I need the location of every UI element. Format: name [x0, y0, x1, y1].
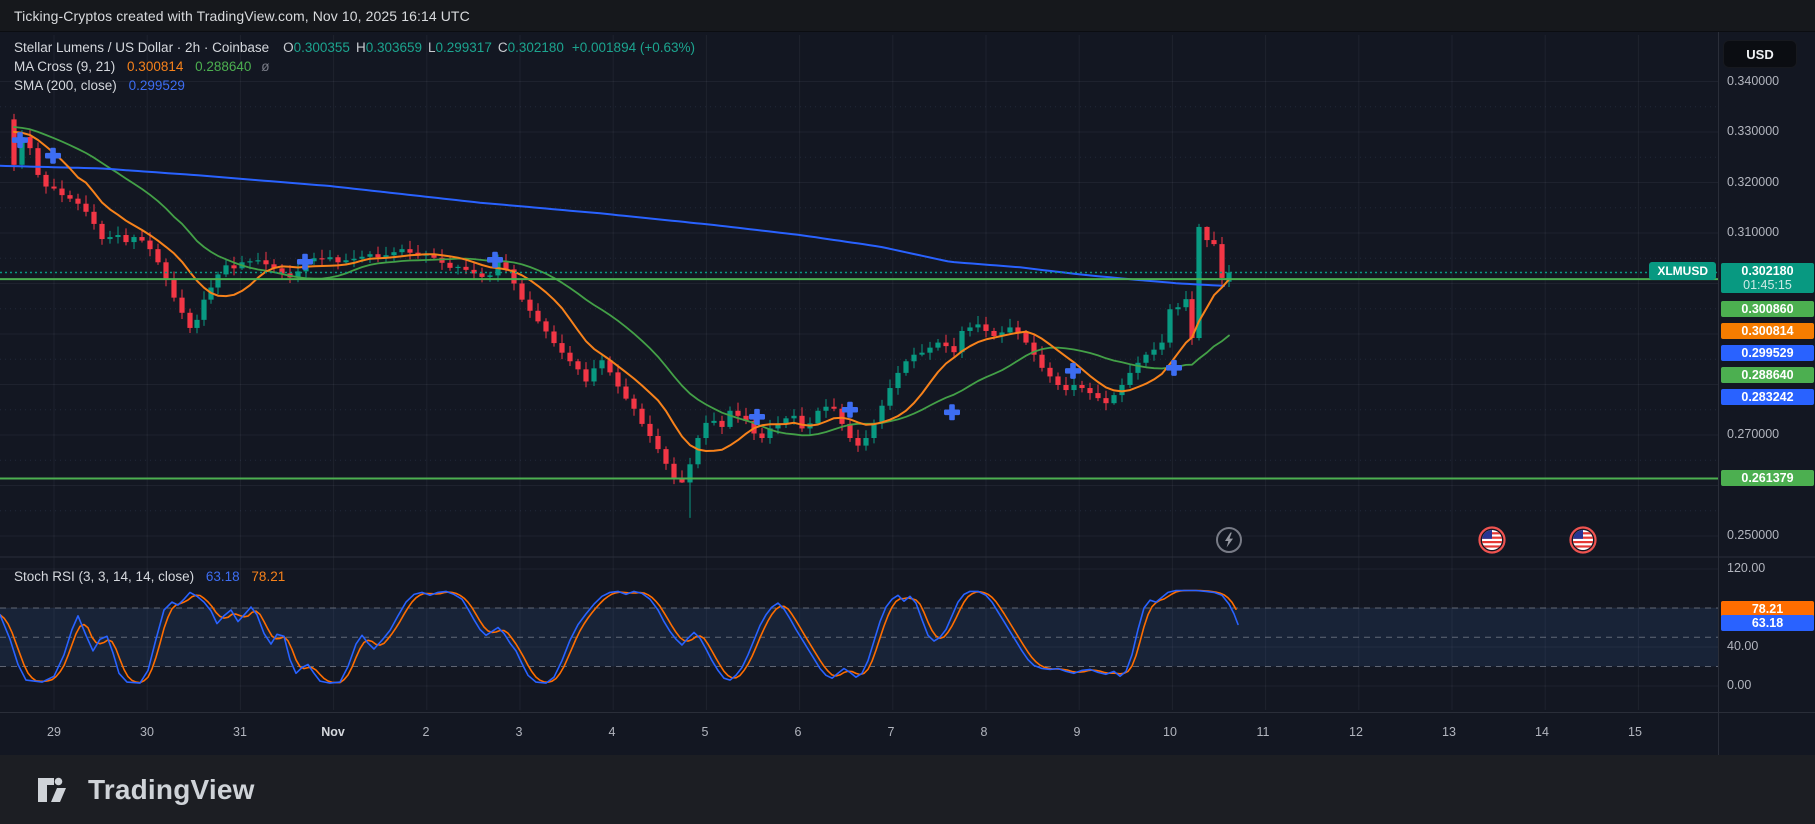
close-value: 0.302180: [507, 40, 564, 55]
indicator-price-label: 0.300860: [1721, 301, 1814, 318]
indicator-price-label: 0.299529: [1721, 345, 1814, 362]
stoch-k-line: [0, 589, 1239, 684]
time-tick-7: 7: [887, 725, 895, 739]
time-tick-11: 11: [1256, 725, 1270, 739]
price-tick: 0.340000: [1727, 73, 1780, 88]
horizontal-level-lines[interactable]: [0, 278, 1718, 480]
stoch-value-label: 63.18: [1721, 615, 1814, 632]
time-tick-15: 15: [1628, 725, 1642, 739]
price-tick: 0.270000: [1727, 427, 1780, 441]
price-tick: 0.310000: [1727, 225, 1780, 239]
chart-legend[interactable]: Stellar Lumens / US Dollar · 2h · Coinba…: [14, 39, 695, 96]
sma-legend-row[interactable]: SMA (200, close) 0.299529: [14, 77, 695, 95]
time-tick-8: 8: [980, 725, 988, 739]
time-tick-9: 9: [1073, 725, 1081, 739]
stoch-value-label: 78.21: [1721, 600, 1814, 617]
low-value: 0.299317: [435, 40, 492, 55]
time-tick-12: 12: [1349, 725, 1363, 739]
economic-event-flag-icon[interactable]: [1478, 526, 1506, 554]
time-tick-29: 29: [47, 725, 61, 739]
stoch-tick: 40.00: [1727, 639, 1759, 653]
change-value: +0.001894 (+0.63%): [571, 40, 695, 55]
price-tick: 0.250000: [1727, 528, 1780, 542]
open-label: O: [283, 40, 294, 55]
snapshot-title: Ticking-Cryptos created with TradingView…: [14, 7, 470, 24]
time-tick-nov: Nov: [321, 725, 345, 739]
sma-200-line: [0, 164, 1225, 287]
time-scale[interactable]: 29 30 31 Nov 2 3 4 5 6 7 8 9 10 11 12 13 14 15: [0, 712, 1815, 755]
time-tick-5: 5: [701, 725, 709, 739]
price-line-symbol-tag: XLMUSD: [1649, 262, 1716, 281]
time-tick-13: 13: [1442, 725, 1456, 739]
ma-cross-label: MA Cross (9, 21): [14, 59, 116, 74]
indicator-price-label: 0.283242: [1721, 389, 1814, 406]
time-tick-30: 30: [140, 725, 154, 739]
time-tick-10: 10: [1163, 725, 1177, 739]
stoch-tick: 120.00: [1727, 561, 1766, 575]
tradingview-footer: TradingView: [0, 755, 1815, 824]
ma-9-line: [13, 130, 1230, 452]
time-tick-31: 31: [233, 725, 247, 739]
ma-slow-value: 0.288640: [195, 59, 252, 74]
time-tick-4: 4: [608, 725, 616, 739]
chart-region[interactable]: Stellar Lumens / US Dollar · 2h · Coinba…: [0, 32, 1815, 755]
sma-value: 0.299529: [128, 78, 185, 93]
stoch-rsi-legend-row[interactable]: Stoch RSI (3, 3, 14, 14, close) 63.18 78…: [14, 569, 285, 584]
indicator-price-label: 0.288640: [1721, 367, 1814, 384]
candlesticks: [11, 113, 1232, 518]
lightning-bolt-icon[interactable]: [1215, 526, 1243, 554]
time-tick-3: 3: [515, 725, 523, 739]
ma-cross-markers: [12, 132, 1182, 425]
tradingview-logo-icon[interactable]: [36, 773, 76, 807]
high-value: 0.303659: [365, 40, 422, 55]
price-chart-plot[interactable]: [0, 32, 1815, 755]
time-tick-2: 2: [422, 725, 430, 739]
stoch-d-value: 78.21: [251, 569, 286, 584]
symbol-description: Stellar Lumens / US Dollar · 2h · Coinba…: [14, 40, 270, 55]
open-value: 0.300355: [293, 40, 350, 55]
high-label: H: [355, 40, 366, 55]
ma-fast-value: 0.300814: [127, 59, 184, 74]
ma-cross-legend-row[interactable]: MA Cross (9, 21) 0.300814 0.288640 ø: [14, 58, 695, 76]
price-scale[interactable]: 0.340000 0.330000 0.320000 0.310000 0.270000…: [1718, 32, 1815, 755]
time-tick-6: 6: [794, 725, 802, 739]
price-tick: 0.330000: [1727, 124, 1780, 138]
stoch-rsi-pane: [0, 607, 1718, 667]
stoch-rsi-label: Stoch RSI (3, 3, 14, 14, close): [14, 569, 195, 584]
snapshot-header: Ticking-Cryptos created with TradingView…: [0, 0, 1815, 32]
stoch-k-value: 63.18: [205, 569, 240, 584]
sma-label: SMA (200, close): [14, 78, 117, 93]
stoch-tick: 0.00: [1727, 678, 1752, 692]
economic-event-flag-icon[interactable]: [1569, 526, 1597, 554]
currency-toggle-button[interactable]: USD: [1723, 40, 1797, 68]
low-label: L: [428, 40, 436, 55]
time-tick-14: 14: [1535, 725, 1549, 739]
symbol-legend-row[interactable]: Stellar Lumens / US Dollar · 2h · Coinba…: [14, 39, 695, 57]
stoch-d-line: [0, 589, 1237, 684]
last-price-label: 0.302180 01:45:15: [1721, 263, 1814, 294]
price-tick: 0.320000: [1727, 174, 1780, 189]
level-price-label: 0.261379: [1721, 469, 1814, 486]
close-label: C: [497, 40, 508, 55]
ma-cross-extra-icon: ø: [261, 59, 270, 74]
tradingview-wordmark[interactable]: TradingView: [88, 773, 255, 805]
indicator-price-label: 0.300814: [1721, 323, 1814, 340]
ma-21-line: [13, 126, 1230, 437]
